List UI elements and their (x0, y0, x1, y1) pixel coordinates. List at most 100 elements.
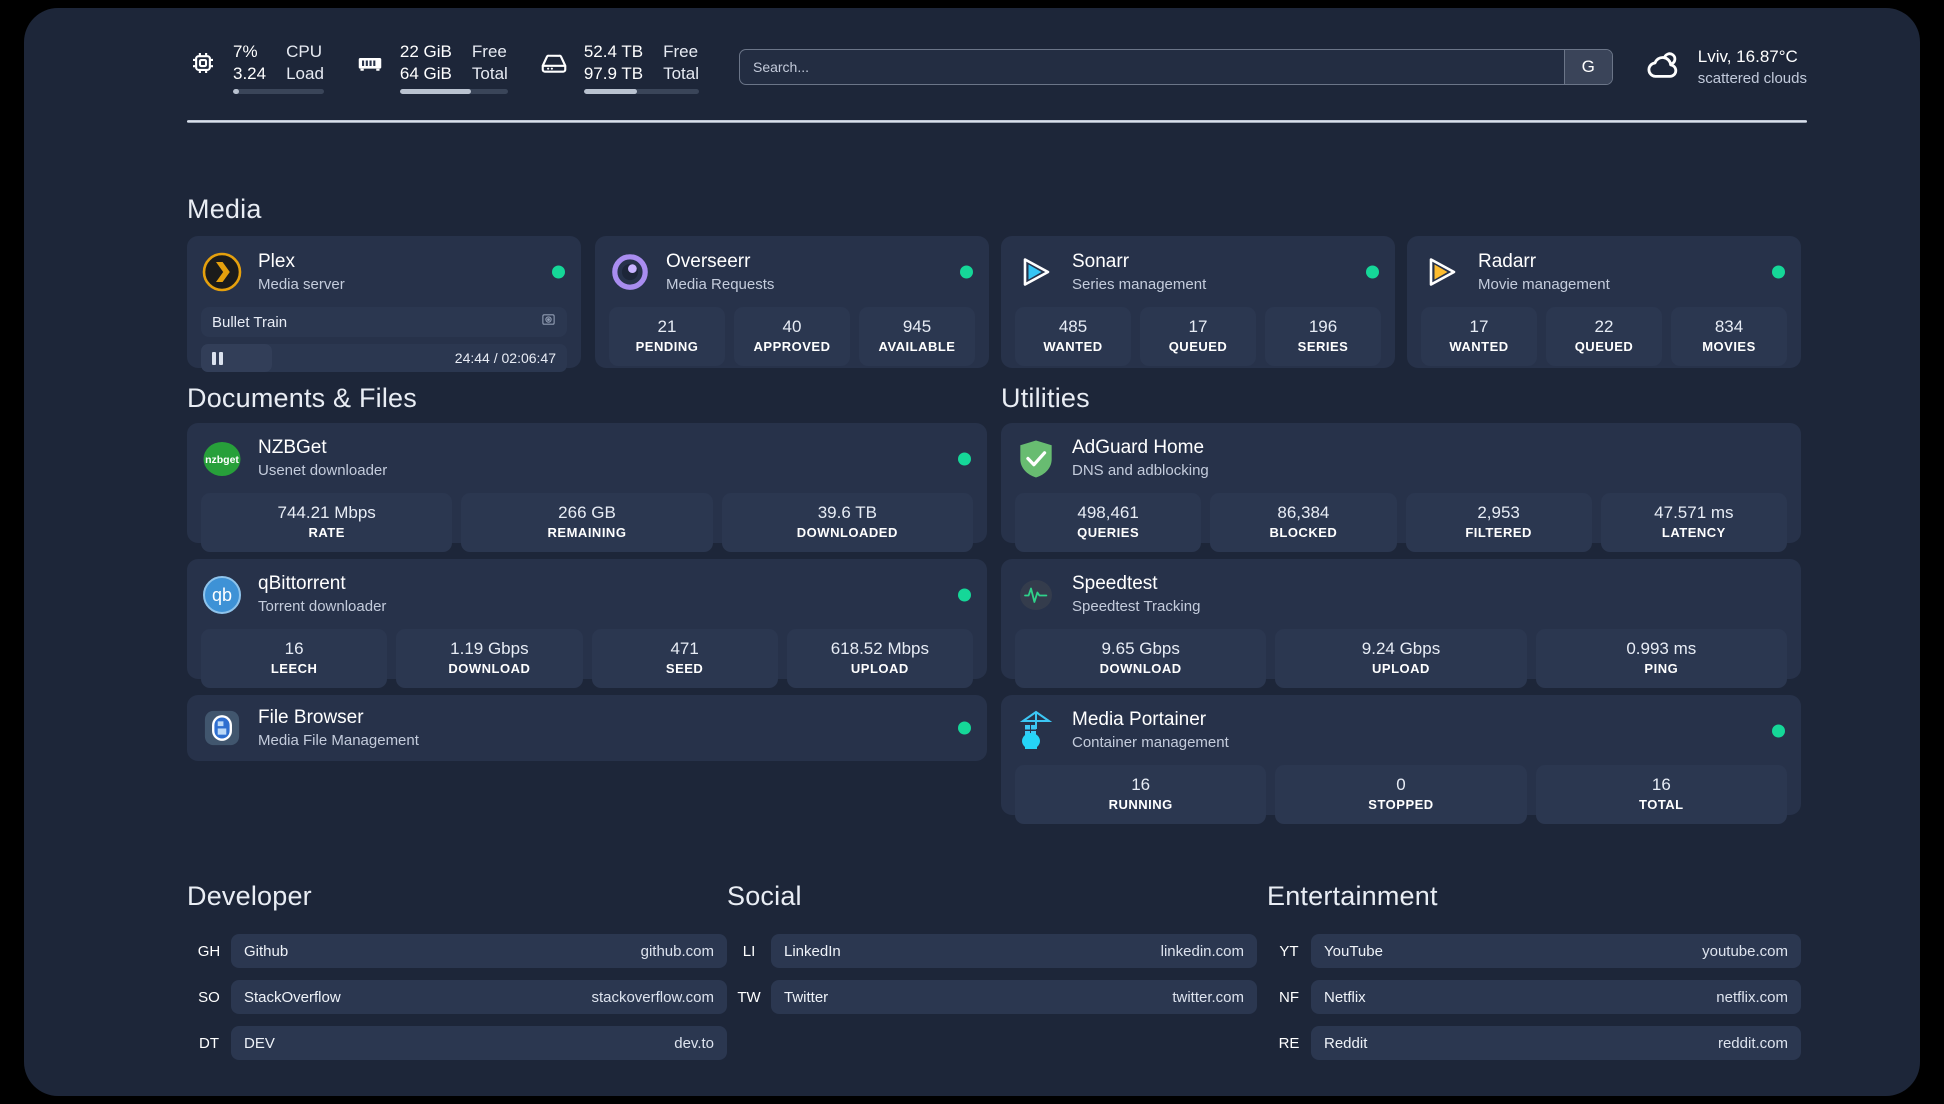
cpu-load-value: 3.24 (233, 63, 267, 83)
overseerr-logo-icon (609, 251, 651, 293)
stat-tile: 0 STOPPED (1275, 765, 1527, 824)
service-card-file-browser[interactable]: File Browser Media File Management (187, 695, 987, 761)
stat-tile: 2,953 FILTERED (1405, 493, 1592, 552)
stat-value: 2,953 (1477, 503, 1520, 522)
stat-label: MOVIES (1702, 339, 1756, 354)
bookmark-group-title: Entertainment (1267, 881, 1438, 911)
stat-value: 266 GB (558, 503, 616, 522)
service-subtitle: Usenet downloader (258, 462, 388, 479)
stat-label: WANTED (1043, 339, 1103, 354)
search-engine-button[interactable]: G (1563, 50, 1612, 84)
section-title-media: Media (187, 194, 262, 224)
service-card-nzbget[interactable]: nzbget NZBGet Usenet downloader 744.21 M… (187, 423, 987, 552)
stat-label: APPROVED (753, 339, 831, 354)
bookmark-item[interactable]: YT YouTube youtube.com (1267, 934, 1801, 968)
stat-tile: 744.21 Mbps RATE (201, 493, 453, 552)
bookmark-group-social: Social LI LinkedIn linkedin.com TW Twitt… (727, 881, 1257, 1026)
cast-icon[interactable] (541, 312, 556, 332)
bookmark-name: StackOverflow (244, 988, 341, 1006)
bookmark-abbr: LI (742, 942, 756, 960)
stat-value: 0.993 ms (1626, 639, 1697, 658)
service-subtitle: Torrent downloader (258, 598, 387, 615)
cpu-chip-icon (187, 47, 219, 79)
bookmark-group-title: Developer (187, 881, 312, 911)
stat-label: WANTED (1449, 339, 1509, 354)
disk-stat-block: 52.4 TB 97.9 TB Free Total (583, 41, 699, 94)
search-bar[interactable]: G (738, 49, 1613, 85)
disk-free-value: 52.4 TB (583, 41, 644, 61)
search-input[interactable] (739, 50, 1564, 84)
stat-label: UPLOAD (1372, 661, 1430, 676)
disk-free-label: Free (663, 41, 699, 61)
stat-label: DOWNLOAD (1099, 661, 1182, 676)
stat-label: DOWNLOAD (448, 661, 531, 676)
section-title-documents: Documents & Files (187, 383, 417, 413)
disk-stat-group: 52.4 TB 97.9 TB Free Total (538, 41, 699, 94)
stat-label: STOPPED (1368, 797, 1434, 812)
disk-total-value: 97.9 TB (583, 63, 644, 83)
stat-label: PING (1644, 661, 1679, 676)
service-card-radarr[interactable]: Radarr Movie management 17 WANTED 22 QUE… (1407, 236, 1801, 368)
stat-label: LATENCY (1661, 525, 1726, 540)
bookmark-url: twitter.com (1172, 988, 1244, 1006)
bookmark-item[interactable]: GH Github github.com (187, 934, 727, 968)
header-divider (187, 120, 1807, 123)
stat-label: QUEUED (1168, 339, 1228, 354)
service-subtitle: Media File Management (258, 731, 419, 749)
stat-label: RATE (308, 525, 345, 540)
service-subtitle: Speedtest Tracking (1072, 598, 1201, 615)
bookmark-item[interactable]: LI LinkedIn linkedin.com (727, 934, 1257, 968)
bookmark-name: Reddit (1324, 1034, 1368, 1052)
stat-value: 47.571 ms (1654, 503, 1734, 522)
bookmark-group-entertainment: Entertainment YT YouTube youtube.com NF … (1267, 881, 1801, 1072)
service-name: Plex (258, 250, 295, 272)
now-playing-title: Bullet Train (212, 313, 288, 331)
status-indicator-online (1772, 724, 1785, 737)
service-card-sonarr[interactable]: Sonarr Series management 485 WANTED 17 Q… (1001, 236, 1395, 368)
stat-value: 17 (1469, 317, 1489, 336)
pause-icon[interactable] (212, 351, 223, 365)
nzbget-logo-icon: nzbget (201, 438, 243, 480)
service-name: Speedtest (1072, 573, 1158, 594)
stat-tile: 0.993 ms PING (1535, 629, 1787, 688)
portainer-logo-icon (1015, 710, 1057, 752)
bookmark-name: Github (244, 942, 289, 960)
service-card-qbittorrent[interactable]: qb qBittorrent Torrent downloader 16 LEE… (187, 559, 987, 688)
svg-text:nzbget: nzbget (205, 454, 239, 466)
stat-value: 471 (670, 639, 699, 658)
service-name: Media Portainer (1072, 709, 1207, 730)
service-card-adguard-home[interactable]: AdGuard Home DNS and adblocking 498,461 … (1001, 423, 1801, 552)
bookmark-abbr: NF (1279, 988, 1299, 1006)
service-card-media-portainer[interactable]: Media Portainer Container management 16 … (1001, 695, 1801, 824)
bookmark-name: DEV (244, 1034, 275, 1052)
bookmark-item[interactable]: TW Twitter twitter.com (727, 980, 1257, 1014)
now-playing-progress[interactable]: 24:44 / 02:06:47 (201, 344, 567, 372)
stat-label: QUERIES (1077, 525, 1140, 540)
status-indicator-online (958, 721, 971, 735)
stat-value: 17 (1188, 317, 1208, 336)
service-card-speedtest[interactable]: Speedtest Speedtest Tracking 9.65 Gbps D… (1001, 559, 1801, 688)
stat-label: REMAINING (547, 525, 627, 540)
bookmark-url: reddit.com (1717, 1034, 1788, 1052)
service-card-plex[interactable]: Plex Media server Bullet Train 24:44 / 0… (187, 236, 581, 372)
stat-value: 86,384 (1277, 503, 1330, 522)
cloud-icon (1641, 44, 1683, 91)
service-card-overseerr[interactable]: Overseerr Media Requests 21 PENDING 40 A… (595, 236, 989, 368)
bookmark-item[interactable]: RE Reddit reddit.com (1267, 1026, 1801, 1060)
stat-value: 9.65 Gbps (1101, 639, 1180, 658)
bookmark-group-developer: Developer GH Github github.com SO StackO… (187, 881, 727, 1072)
cpu-load-label: Load (286, 63, 324, 83)
bookmark-url: linkedin.com (1160, 942, 1244, 960)
stat-tile: 21 PENDING (609, 307, 725, 366)
weather-description: scattered clouds (1697, 69, 1807, 87)
stat-tile: 471 SEED (591, 629, 778, 688)
disk-total-label: Total (663, 63, 699, 83)
cpu-usage-label: CPU (286, 41, 322, 61)
status-indicator-online (1366, 265, 1379, 279)
bookmark-item[interactable]: SO StackOverflow stackoverflow.com (187, 980, 727, 1014)
bookmark-item[interactable]: NF Netflix netflix.com (1267, 980, 1801, 1014)
status-indicator-online (1772, 265, 1785, 279)
bookmark-item[interactable]: DT DEV dev.to (187, 1026, 727, 1060)
radarr-logo-icon (1421, 251, 1463, 293)
stat-label: LEECH (270, 661, 318, 676)
